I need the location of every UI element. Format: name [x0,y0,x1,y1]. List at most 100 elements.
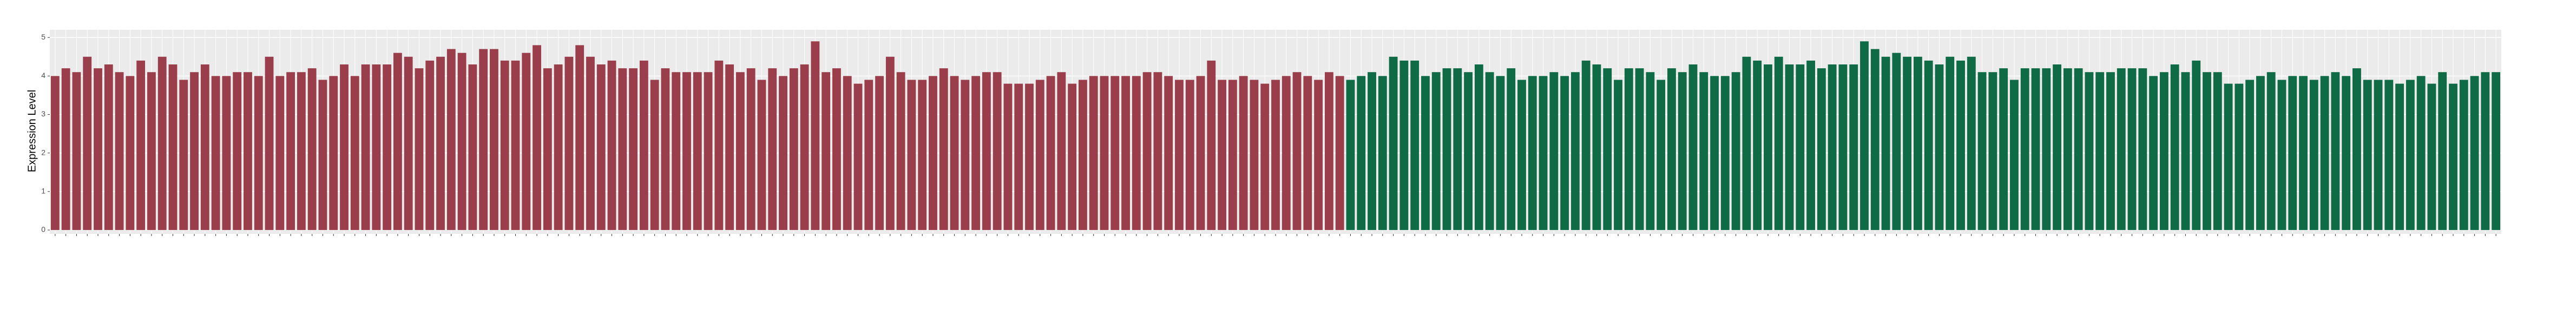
bar [2213,72,2222,230]
bar [1335,76,1344,230]
bar [1774,56,1783,230]
bar [1496,76,1505,230]
bar [136,60,146,230]
bar [1539,76,1548,230]
bar [1924,60,1933,230]
bar [746,68,755,230]
bar [1057,72,1066,230]
bar [361,64,370,230]
bar [126,76,135,230]
bar [2492,72,2501,230]
bar [168,64,178,230]
bar [457,53,466,230]
bar [1292,72,1302,230]
bar [757,80,766,230]
bar [1314,80,1323,230]
bar [94,68,102,230]
bar [1464,72,1473,230]
bar [1100,76,1109,230]
bar [50,76,60,230]
bar [1164,76,1173,230]
bar [1378,76,1387,230]
bar [1913,56,1922,230]
bar [61,68,70,230]
bar [929,76,937,230]
bar [1999,68,2008,230]
bar [1239,76,1248,230]
bar [661,68,670,230]
bar [2031,68,2040,230]
bar [1410,60,1420,230]
bar [1368,72,1376,230]
bar [586,56,595,230]
bar [907,80,916,230]
bar [2020,68,2029,230]
bar [1635,68,1644,230]
bar [2053,64,2061,230]
bar [1657,80,1666,230]
bar [511,60,520,230]
bar [1079,80,1087,230]
y-tick-label: 0 [41,225,45,234]
bar [607,60,616,230]
bar [789,68,798,230]
bar [1250,80,1259,230]
bar [1678,72,1687,230]
y-tick-label: 2 [41,148,45,156]
bar [479,49,488,230]
bar [533,45,541,230]
bar [1849,64,1858,230]
bar [672,72,681,230]
bar [233,72,242,230]
bar [1121,76,1130,230]
bar [2063,68,2072,230]
bar [1742,56,1751,230]
bar [1303,76,1312,230]
bar [200,64,209,230]
bar [1014,83,1023,230]
bar [1324,72,1333,230]
bar [1431,72,1441,230]
bar [83,56,92,230]
bar [811,41,820,230]
bar [318,80,327,230]
bar [2449,83,2457,230]
bar [1560,76,1569,230]
bar [1528,76,1537,230]
bar [1624,68,1633,230]
bar [2384,80,2394,230]
bar [1988,72,1997,230]
bar [1828,64,1837,230]
bar [468,64,477,230]
bar [768,68,777,230]
bar [1796,64,1805,230]
bar [639,60,648,230]
bar [222,76,231,230]
bar [115,72,124,230]
bar [404,56,413,230]
bar [1870,49,1880,230]
bar [72,72,81,230]
bar [1089,76,1098,230]
bar [1282,76,1291,230]
bar [179,80,188,230]
bar [2406,80,2415,230]
bar [2459,80,2468,230]
bar [104,64,113,230]
bar [993,72,1002,230]
bar [1357,76,1366,230]
bar [1881,56,1890,230]
bar [885,56,895,230]
bar [1817,68,1826,230]
bar [725,64,734,230]
bar [682,72,691,230]
bar [2010,80,2019,230]
bar [971,76,981,230]
bar [704,72,713,230]
bar [1153,72,1162,230]
bar [2106,72,2115,230]
bar [629,68,638,230]
bar [1260,83,1270,230]
bar [350,76,359,230]
